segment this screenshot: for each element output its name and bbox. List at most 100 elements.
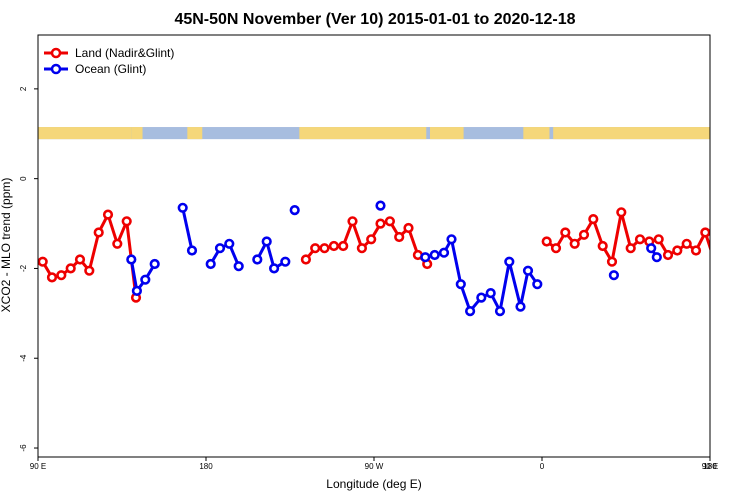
data-point	[550, 243, 562, 254]
series-line	[129, 259, 156, 293]
series-line	[545, 210, 710, 264]
data-point	[205, 258, 216, 270]
series-line	[181, 207, 194, 251]
data-point	[420, 252, 431, 263]
x-tick-label: 0	[540, 462, 545, 471]
data-point	[730, 271, 738, 279]
data-point	[634, 234, 646, 245]
data-point	[515, 301, 526, 312]
x-tick-label: 90 E	[30, 462, 46, 471]
data-point	[403, 222, 414, 234]
data-point	[319, 243, 330, 254]
data-point	[662, 249, 674, 261]
data-point	[375, 200, 386, 211]
data-point	[300, 254, 312, 265]
data-point	[269, 263, 280, 274]
data-point	[606, 256, 618, 267]
y-tick-label: -2	[19, 264, 28, 272]
y-axis-label: XCO2 - MLO trend (ppm)	[0, 178, 13, 313]
data-point	[366, 234, 377, 245]
data-point	[690, 245, 702, 256]
chart-title: 45N-50N November (Ver 10) 2015-01-01 to …	[174, 11, 575, 28]
data-point	[126, 254, 137, 265]
data-point	[93, 227, 104, 238]
data-point	[149, 258, 160, 270]
data-point	[541, 236, 552, 247]
data-point	[214, 243, 226, 254]
data-point	[38, 256, 48, 267]
data-point	[429, 249, 440, 261]
data-point	[140, 274, 151, 285]
data-point	[233, 261, 244, 272]
series-line	[255, 240, 287, 270]
data-point	[46, 272, 58, 283]
x-tick-label: 90 W	[365, 462, 384, 471]
data-point	[328, 240, 340, 252]
data-point	[338, 240, 349, 252]
data-point	[74, 254, 86, 265]
data-point	[347, 216, 358, 227]
data-point	[625, 243, 636, 254]
data-point	[616, 207, 627, 218]
data-point	[84, 265, 95, 276]
data-point	[102, 209, 114, 220]
data-point	[476, 292, 487, 303]
data-point	[739, 265, 747, 273]
y-tick-label: -4	[19, 354, 28, 362]
plot-frame	[37, 34, 711, 458]
data-point	[56, 270, 67, 281]
x-tick-label: 90 E	[702, 462, 718, 471]
land-band-segment	[523, 127, 550, 140]
data-point	[653, 234, 664, 245]
y-tick-label: 0	[19, 176, 28, 181]
data-point	[356, 243, 368, 254]
data-point	[375, 218, 386, 229]
data-point	[522, 265, 534, 276]
series-layer	[38, 200, 747, 317]
data-point	[438, 247, 450, 258]
land-band-segment	[38, 127, 132, 140]
x-tick-label: 180	[199, 462, 213, 471]
land-ocean-band	[38, 127, 710, 140]
data-point	[289, 205, 300, 216]
data-point	[672, 245, 683, 256]
land-band-segment	[299, 127, 427, 140]
series-line	[209, 242, 241, 267]
data-point	[578, 229, 590, 240]
data-point	[597, 240, 608, 252]
data-point	[252, 254, 263, 265]
data-point	[186, 245, 198, 256]
legend: Land (Nadir&Glint) Ocean (Glint)	[44, 46, 174, 76]
data-point	[224, 238, 235, 249]
data-point	[112, 238, 123, 249]
data-point	[709, 259, 710, 264]
legend-land-label: Land (Nadir&Glint)	[75, 46, 174, 60]
land-band-segment	[187, 127, 203, 140]
data-point	[384, 216, 396, 227]
series-ocean	[126, 200, 662, 317]
series-land	[38, 207, 747, 303]
data-point	[261, 236, 272, 247]
x-tick-label: 180	[703, 462, 717, 471]
data-point	[65, 263, 76, 274]
legend-land-marker	[50, 47, 62, 59]
y-axis: 2 0 -2 -4 -6	[19, 86, 38, 452]
data-point	[532, 279, 543, 290]
land-band-segment	[430, 127, 464, 140]
data-point	[485, 288, 496, 299]
data-point	[494, 306, 506, 317]
data-point	[394, 231, 405, 243]
land-band-segment	[553, 127, 710, 140]
series-line	[41, 213, 138, 298]
data-point	[177, 202, 188, 213]
data-point	[651, 252, 662, 263]
y-tick-label: -6	[19, 444, 28, 452]
y-tick-label: 2	[19, 86, 28, 91]
data-point	[700, 227, 710, 238]
legend-ocean-marker	[50, 63, 62, 75]
data-point	[310, 243, 321, 254]
legend-ocean-label: Ocean (Glint)	[75, 62, 146, 76]
data-point	[560, 227, 571, 238]
